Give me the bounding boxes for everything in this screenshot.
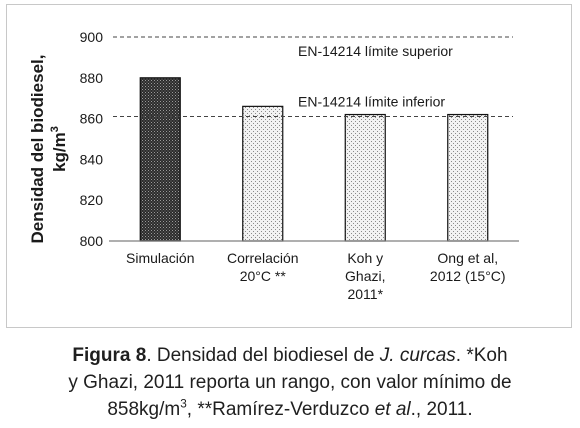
figure-frame: Densidad del biodiesel, kg/m3 800 820 840 8…: [6, 4, 572, 328]
bar-2: [242, 105, 284, 242]
reference-lines: EN-14214 límite superior EN-14214 límite …: [113, 36, 513, 118]
bar-4: [447, 113, 489, 242]
caption-figure-label: Figura 8: [72, 345, 147, 366]
x-category-labels: Simulación Correlación 20°C ** Koh y Ghazi, 2…: [126, 250, 506, 302]
y-tick-label: 820: [80, 192, 104, 208]
y-axis-unit: kg/m3: [49, 126, 69, 172]
y-axis-label: Densidad del biodiesel,: [28, 55, 47, 244]
x-tick-label: Koh y Ghazi, 2011*: [345, 250, 385, 302]
y-tick-label: 840: [80, 151, 104, 167]
caption-species: J. curcas: [379, 345, 456, 366]
x-tick-label: Simulación: [126, 250, 194, 266]
y-tick-label: 800: [80, 233, 104, 249]
bar-chart: Densidad del biodiesel, kg/m3 8008208408…: [28, 29, 519, 302]
bars: [139, 77, 489, 242]
y-tick-labels: 800 820 840 860 880 900: [80, 29, 104, 249]
bar-1: [139, 77, 181, 242]
caption-line-1: Figura 8. Densidad del biodiesel de J. c…: [72, 345, 508, 366]
bar-3: [344, 113, 386, 242]
x-tick-label: Ong et al, 2012 (15°C): [430, 250, 506, 284]
caption-line-3: 858kg/m3, **Ramírez-Verduzco et al., 201…: [107, 397, 473, 420]
figure-caption: Figura 8. Densidad del biodiesel de J. c…: [0, 342, 580, 423]
reference-line-label-1: EN-14214 límite superior: [298, 43, 453, 59]
y-tick-label: 900: [80, 29, 104, 45]
y-tick-label: 860: [80, 111, 104, 127]
reference-line-label-2: EN-14214 límite inferior: [298, 94, 445, 110]
x-tick-label: Correlación 20°C **: [227, 250, 299, 284]
caption-line-2: y Ghazi, 2011 reporta un rango, con valo…: [68, 372, 512, 393]
y-tick-label: 880: [80, 70, 104, 86]
